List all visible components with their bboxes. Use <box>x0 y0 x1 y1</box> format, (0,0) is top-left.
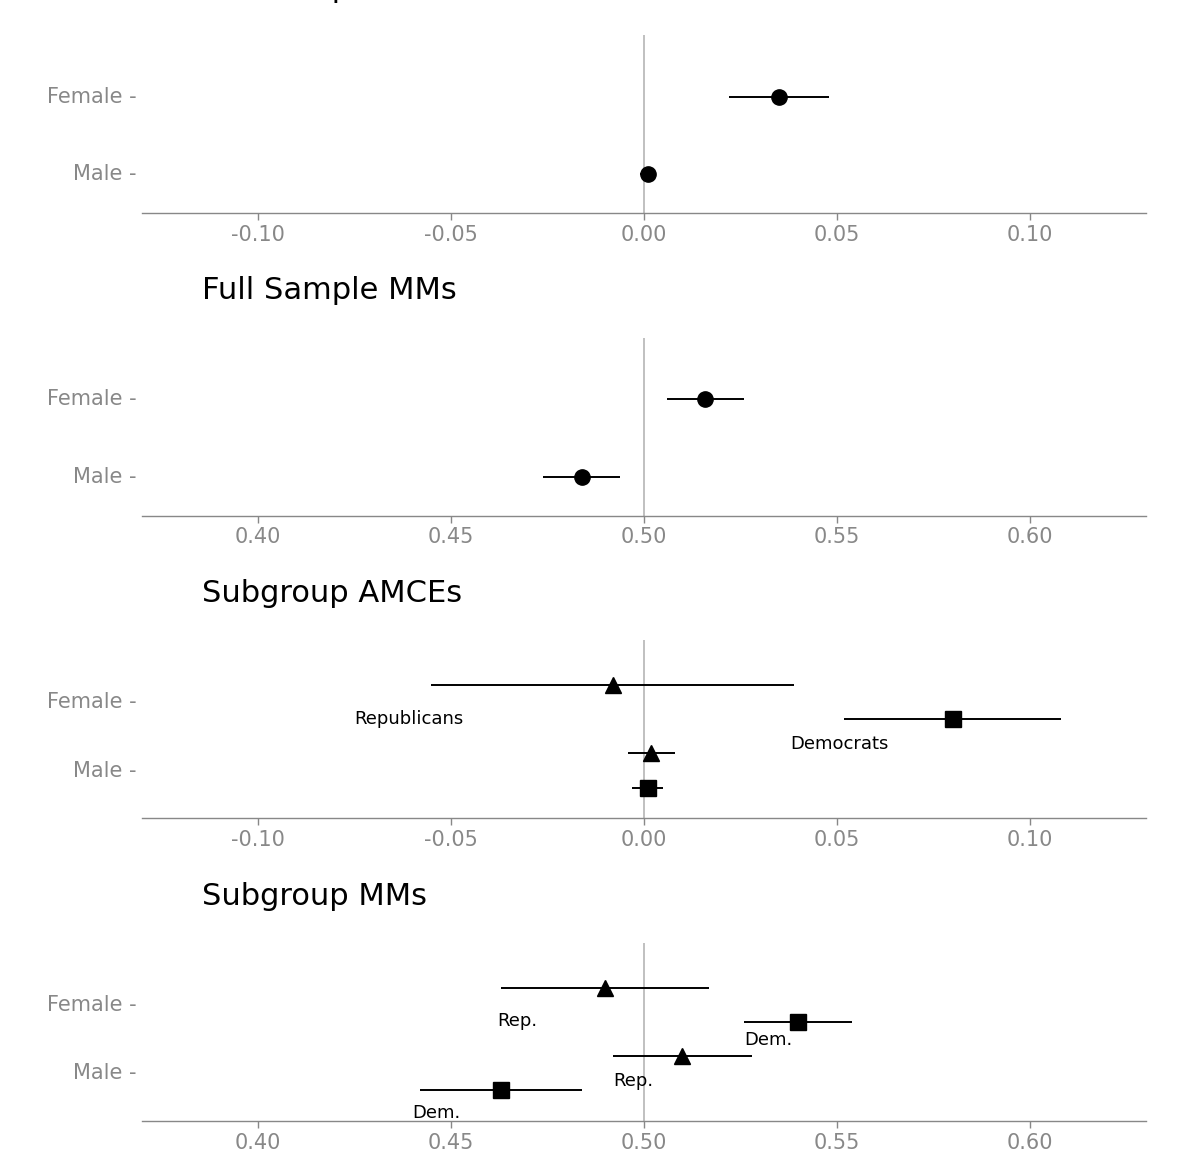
Text: Democrats: Democrats <box>790 735 889 753</box>
Text: Rep.: Rep. <box>613 1072 653 1090</box>
Text: Subgroup AMCEs: Subgroup AMCEs <box>202 579 462 608</box>
Text: Dem.: Dem. <box>412 1104 461 1122</box>
Text: Female -: Female - <box>47 87 137 106</box>
Text: Rep.: Rep. <box>497 1012 537 1030</box>
Text: Republicans: Republicans <box>354 710 463 728</box>
Text: Male -: Male - <box>73 1064 137 1083</box>
Text: Full Sample MMs: Full Sample MMs <box>202 276 457 305</box>
Text: Female -: Female - <box>47 692 137 712</box>
Text: Female -: Female - <box>47 995 137 1015</box>
Text: Male -: Male - <box>73 164 137 184</box>
Text: Full Sample AMCEs: Full Sample AMCEs <box>202 0 491 2</box>
Text: Male -: Male - <box>73 467 137 487</box>
Text: Female -: Female - <box>47 390 137 409</box>
Text: Dem.: Dem. <box>744 1031 792 1048</box>
Text: Subgroup MMs: Subgroup MMs <box>202 882 428 911</box>
Text: Male -: Male - <box>73 761 137 780</box>
